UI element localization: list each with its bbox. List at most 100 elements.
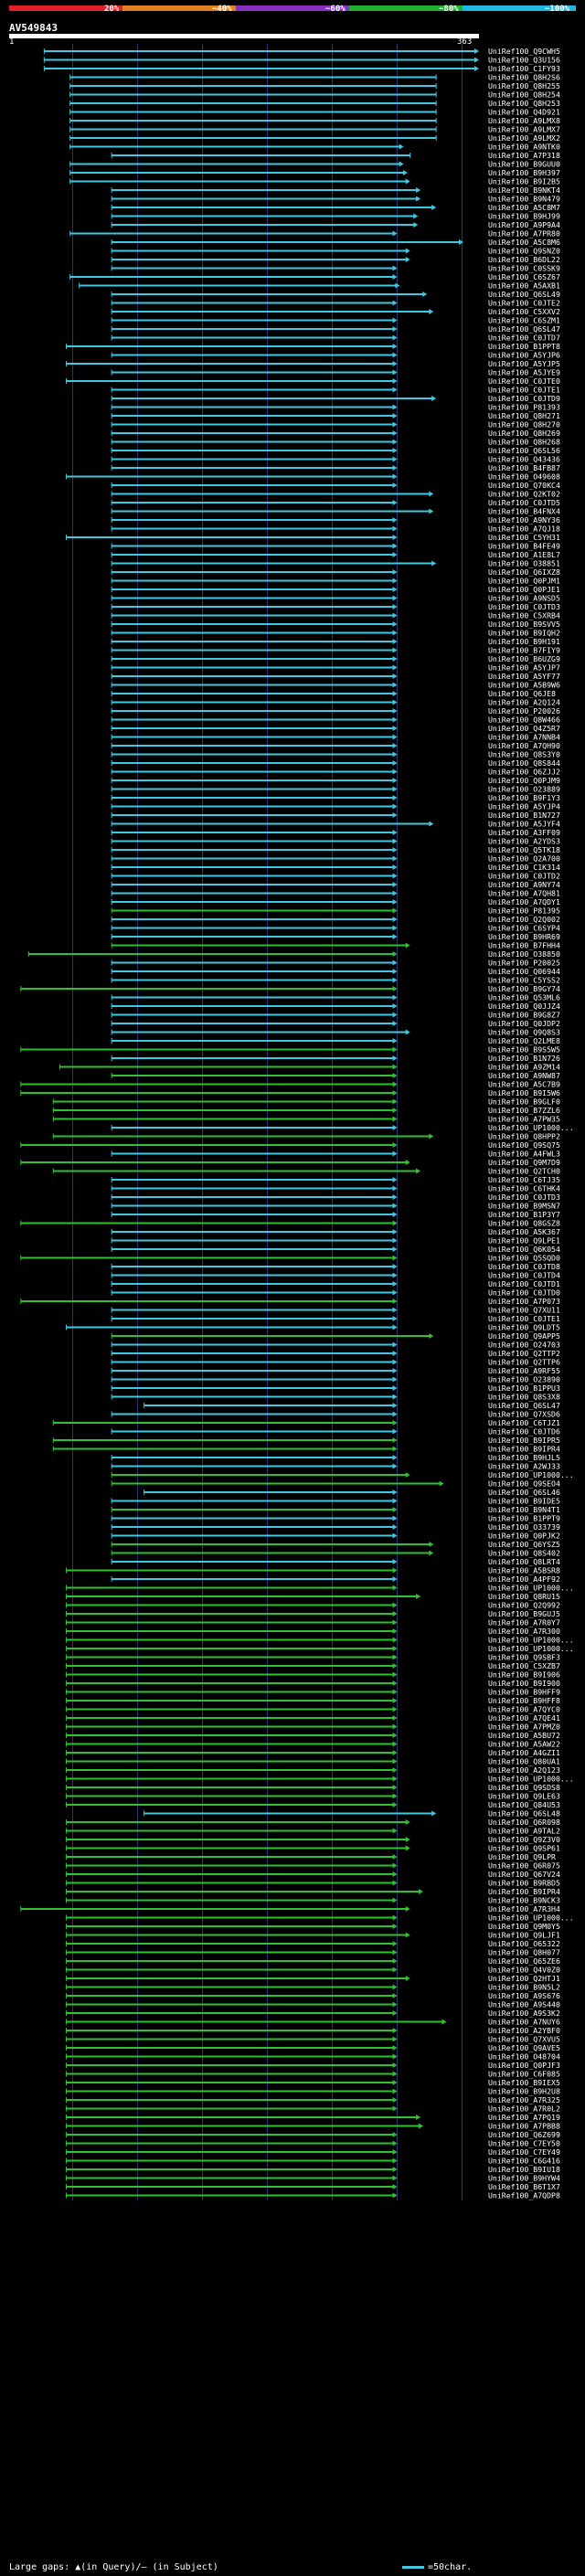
hit-label[interactable]: UniRef100_Q0JDP2 bbox=[488, 1019, 560, 1028]
hit-label[interactable]: UniRef100_Q8S402 bbox=[488, 1549, 560, 1558]
hit-label[interactable]: UniRef100_C0JTD3 bbox=[488, 1193, 560, 1202]
hit-row[interactable]: UniRef100_C0JTD7 bbox=[111, 334, 560, 343]
hit-row[interactable]: UniRef100_A5YJP4 bbox=[111, 802, 560, 811]
hit-row[interactable]: UniRef100_B9HJ99 bbox=[111, 212, 560, 221]
hit-label[interactable]: UniRef100_B9H397 bbox=[488, 168, 560, 177]
hit-row[interactable]: UniRef100_Q8H254 bbox=[69, 90, 560, 100]
hit-label[interactable]: UniRef100_O33739 bbox=[488, 1522, 560, 1532]
hit-label[interactable]: UniRef100_B9MSN7 bbox=[488, 1202, 560, 1211]
hit-label[interactable]: UniRef100_Q0PJE1 bbox=[488, 585, 560, 594]
hit-label[interactable]: UniRef100_Q9AVE5 bbox=[488, 2043, 560, 2052]
hit-row[interactable]: UniRef100_Q9LJF1 bbox=[65, 1931, 560, 1940]
hit-label[interactable]: UniRef100_A5B9W6 bbox=[488, 681, 560, 690]
hit-label[interactable]: UniRef100_O65322 bbox=[488, 1939, 560, 1948]
hit-row[interactable]: UniRef100_B9N479 bbox=[111, 195, 560, 204]
hit-label[interactable]: UniRef100_A1E8L7 bbox=[488, 550, 560, 559]
hit-row[interactable]: UniRef100_UP1000... bbox=[65, 1636, 574, 1645]
hit-row[interactable]: UniRef100_B1N727 bbox=[111, 811, 560, 820]
hit-label[interactable]: UniRef100_Q8H271 bbox=[488, 411, 560, 420]
hit-label[interactable]: UniRef100_B1N727 bbox=[488, 811, 560, 820]
hit-row[interactable]: UniRef100_A5C7B9 bbox=[20, 1080, 560, 1089]
hit-label[interactable]: UniRef100_C5XZB7 bbox=[488, 1661, 560, 1670]
hit-label[interactable]: UniRef100_A5AW22 bbox=[488, 1740, 560, 1749]
hit-label[interactable]: UniRef100_A9NW87 bbox=[488, 1071, 560, 1080]
hit-label[interactable]: UniRef100_C0JTD6 bbox=[488, 1427, 560, 1436]
hit-row[interactable]: UniRef100_Q9LDT5 bbox=[65, 1323, 560, 1332]
hit-row[interactable]: UniRef100_O49608 bbox=[65, 472, 560, 482]
hit-row[interactable]: UniRef100_C0JTD6 bbox=[111, 1427, 560, 1436]
hit-row[interactable]: UniRef100_Q8S844 bbox=[111, 758, 560, 768]
hit-row[interactable]: UniRef100_A9NW87 bbox=[111, 1071, 560, 1080]
hit-label[interactable]: UniRef100_Q6YSZ5 bbox=[488, 1540, 560, 1549]
hit-label[interactable]: UniRef100_Q2A700 bbox=[488, 854, 560, 864]
hit-label[interactable]: UniRef100_Q6SL47 bbox=[488, 324, 560, 334]
hit-label[interactable]: UniRef100_C7EY49 bbox=[488, 2147, 560, 2157]
hit-label[interactable]: UniRef100_O38850 bbox=[488, 949, 560, 959]
hit-row[interactable]: UniRef100_B7FHH4 bbox=[111, 941, 560, 950]
hit-label[interactable]: UniRef100_Q9LJF1 bbox=[488, 1931, 560, 1940]
hit-row[interactable]: UniRef100_Q8GSZ8 bbox=[20, 1219, 560, 1228]
hit-row[interactable]: UniRef100_C0JTE1 bbox=[111, 386, 560, 395]
hit-row[interactable]: UniRef100_Q0PJK2 bbox=[111, 1532, 560, 1541]
hit-label[interactable]: UniRef100_A7QJ18 bbox=[488, 525, 560, 534]
hit-label[interactable]: UniRef100_A2YDS3 bbox=[488, 837, 560, 846]
hit-row[interactable]: UniRef100_Q7XU11 bbox=[111, 1306, 560, 1315]
hit-row[interactable]: UniRef100_Q43436 bbox=[111, 455, 560, 464]
hit-row[interactable]: UniRef100_A9NSD5 bbox=[111, 594, 560, 603]
hit-row[interactable]: UniRef100_C5XRB4 bbox=[111, 611, 560, 620]
hit-label[interactable]: UniRef100_A2Q124 bbox=[488, 698, 560, 707]
hit-row[interactable]: UniRef100_B9GUU0 bbox=[69, 160, 560, 169]
hit-row[interactable]: UniRef100_Q6SL47 bbox=[144, 1401, 560, 1410]
hit-row[interactable]: UniRef100_Q9CWH5 bbox=[43, 47, 560, 56]
hit-row[interactable]: UniRef100_Q9SP61 bbox=[65, 1844, 560, 1853]
hit-label[interactable]: UniRef100_A9NTK0 bbox=[488, 143, 560, 152]
hit-row[interactable]: UniRef100_Q8H271 bbox=[111, 411, 560, 420]
hit-row[interactable]: UniRef100_A2Q123 bbox=[65, 1765, 560, 1775]
hit-label[interactable]: UniRef100_Q9M7D9 bbox=[488, 1158, 560, 1167]
hit-label[interactable]: UniRef100_Q80UA1 bbox=[488, 1757, 560, 1766]
hit-row[interactable]: UniRef100_A7R0L2 bbox=[65, 2104, 560, 2114]
hit-row[interactable]: UniRef100_C0JTD2 bbox=[111, 872, 560, 881]
hit-row[interactable]: UniRef100_B4FE49 bbox=[111, 542, 560, 551]
hit-label[interactable]: UniRef100_B9IPR5 bbox=[488, 1436, 560, 1445]
hit-label[interactable]: UniRef100_A2Q123 bbox=[488, 1765, 560, 1775]
hit-row[interactable]: UniRef100_A2Q124 bbox=[111, 698, 560, 707]
hit-row[interactable]: UniRef100_Q9SEO4 bbox=[111, 1479, 560, 1489]
hit-label[interactable]: UniRef100_C0JTE2 bbox=[488, 299, 560, 308]
hit-row[interactable]: UniRef100_C6THK4 bbox=[111, 1184, 560, 1193]
hit-label[interactable]: UniRef100_UP1000... bbox=[488, 1636, 574, 1645]
hit-label[interactable]: UniRef100_C6SZM1 bbox=[488, 316, 560, 325]
hit-label[interactable]: UniRef100_B9H191 bbox=[488, 637, 560, 646]
hit-row[interactable]: UniRef100_B9SVV5 bbox=[111, 620, 560, 629]
hit-label[interactable]: UniRef100_B9IU18 bbox=[488, 2165, 560, 2174]
hit-row[interactable]: UniRef100_B9I906 bbox=[65, 1670, 560, 1680]
hit-row[interactable]: UniRef100_Q2A700 bbox=[111, 854, 560, 864]
hit-label[interactable]: UniRef100_O23889 bbox=[488, 785, 560, 794]
hit-row[interactable]: UniRef100_B9HR69 bbox=[111, 932, 560, 941]
hit-row[interactable]: UniRef100_Q2TTP6 bbox=[111, 1358, 560, 1367]
hit-row[interactable]: UniRef100_C6TJ35 bbox=[111, 1175, 560, 1184]
hit-label[interactable]: UniRef100_A5YJP4 bbox=[488, 802, 560, 811]
hit-row[interactable]: UniRef100_A5JYE9 bbox=[111, 368, 560, 377]
hit-row[interactable]: UniRef100_A9ZM14 bbox=[58, 1063, 560, 1072]
hit-row[interactable]: UniRef100_C5YH31 bbox=[65, 533, 560, 542]
hit-row[interactable]: UniRef100_Q8H270 bbox=[111, 420, 560, 429]
hit-label[interactable]: UniRef100_Q2TTP2 bbox=[488, 1349, 560, 1358]
hit-row[interactable]: UniRef100_Q6SL47 bbox=[111, 324, 560, 334]
hit-row[interactable]: UniRef100_A7QE41 bbox=[65, 1713, 560, 1723]
hit-row[interactable]: UniRef100_Q6ZJJ2 bbox=[111, 768, 560, 777]
hit-row[interactable]: UniRef100_B9N5L2 bbox=[65, 1983, 560, 1992]
hit-row[interactable]: UniRef100_C6F085 bbox=[65, 2070, 560, 2079]
hit-label[interactable]: UniRef100_C6SZ67 bbox=[488, 272, 560, 281]
hit-label[interactable]: UniRef100_Q70KC4 bbox=[488, 481, 560, 490]
hit-row[interactable]: UniRef100_B9IU18 bbox=[65, 2165, 560, 2174]
hit-label[interactable]: UniRef100_Q6SL46 bbox=[488, 1488, 560, 1497]
hit-label[interactable]: UniRef100_UP1000... bbox=[488, 1123, 574, 1132]
hit-label[interactable]: UniRef100_Q8H077 bbox=[488, 1948, 560, 1957]
hit-row[interactable]: UniRef100_UP1000... bbox=[65, 1584, 574, 1593]
hit-label[interactable]: UniRef100_Q9SBF3 bbox=[488, 1653, 560, 1662]
hit-row[interactable]: UniRef100_Q9Z3V0 bbox=[65, 1835, 560, 1844]
hit-label[interactable]: UniRef100_B9IDE5 bbox=[488, 1497, 560, 1506]
hit-label[interactable]: UniRef100_A7PBB8 bbox=[488, 2122, 560, 2131]
hit-row[interactable]: UniRef100_UP1000... bbox=[111, 1470, 574, 1479]
